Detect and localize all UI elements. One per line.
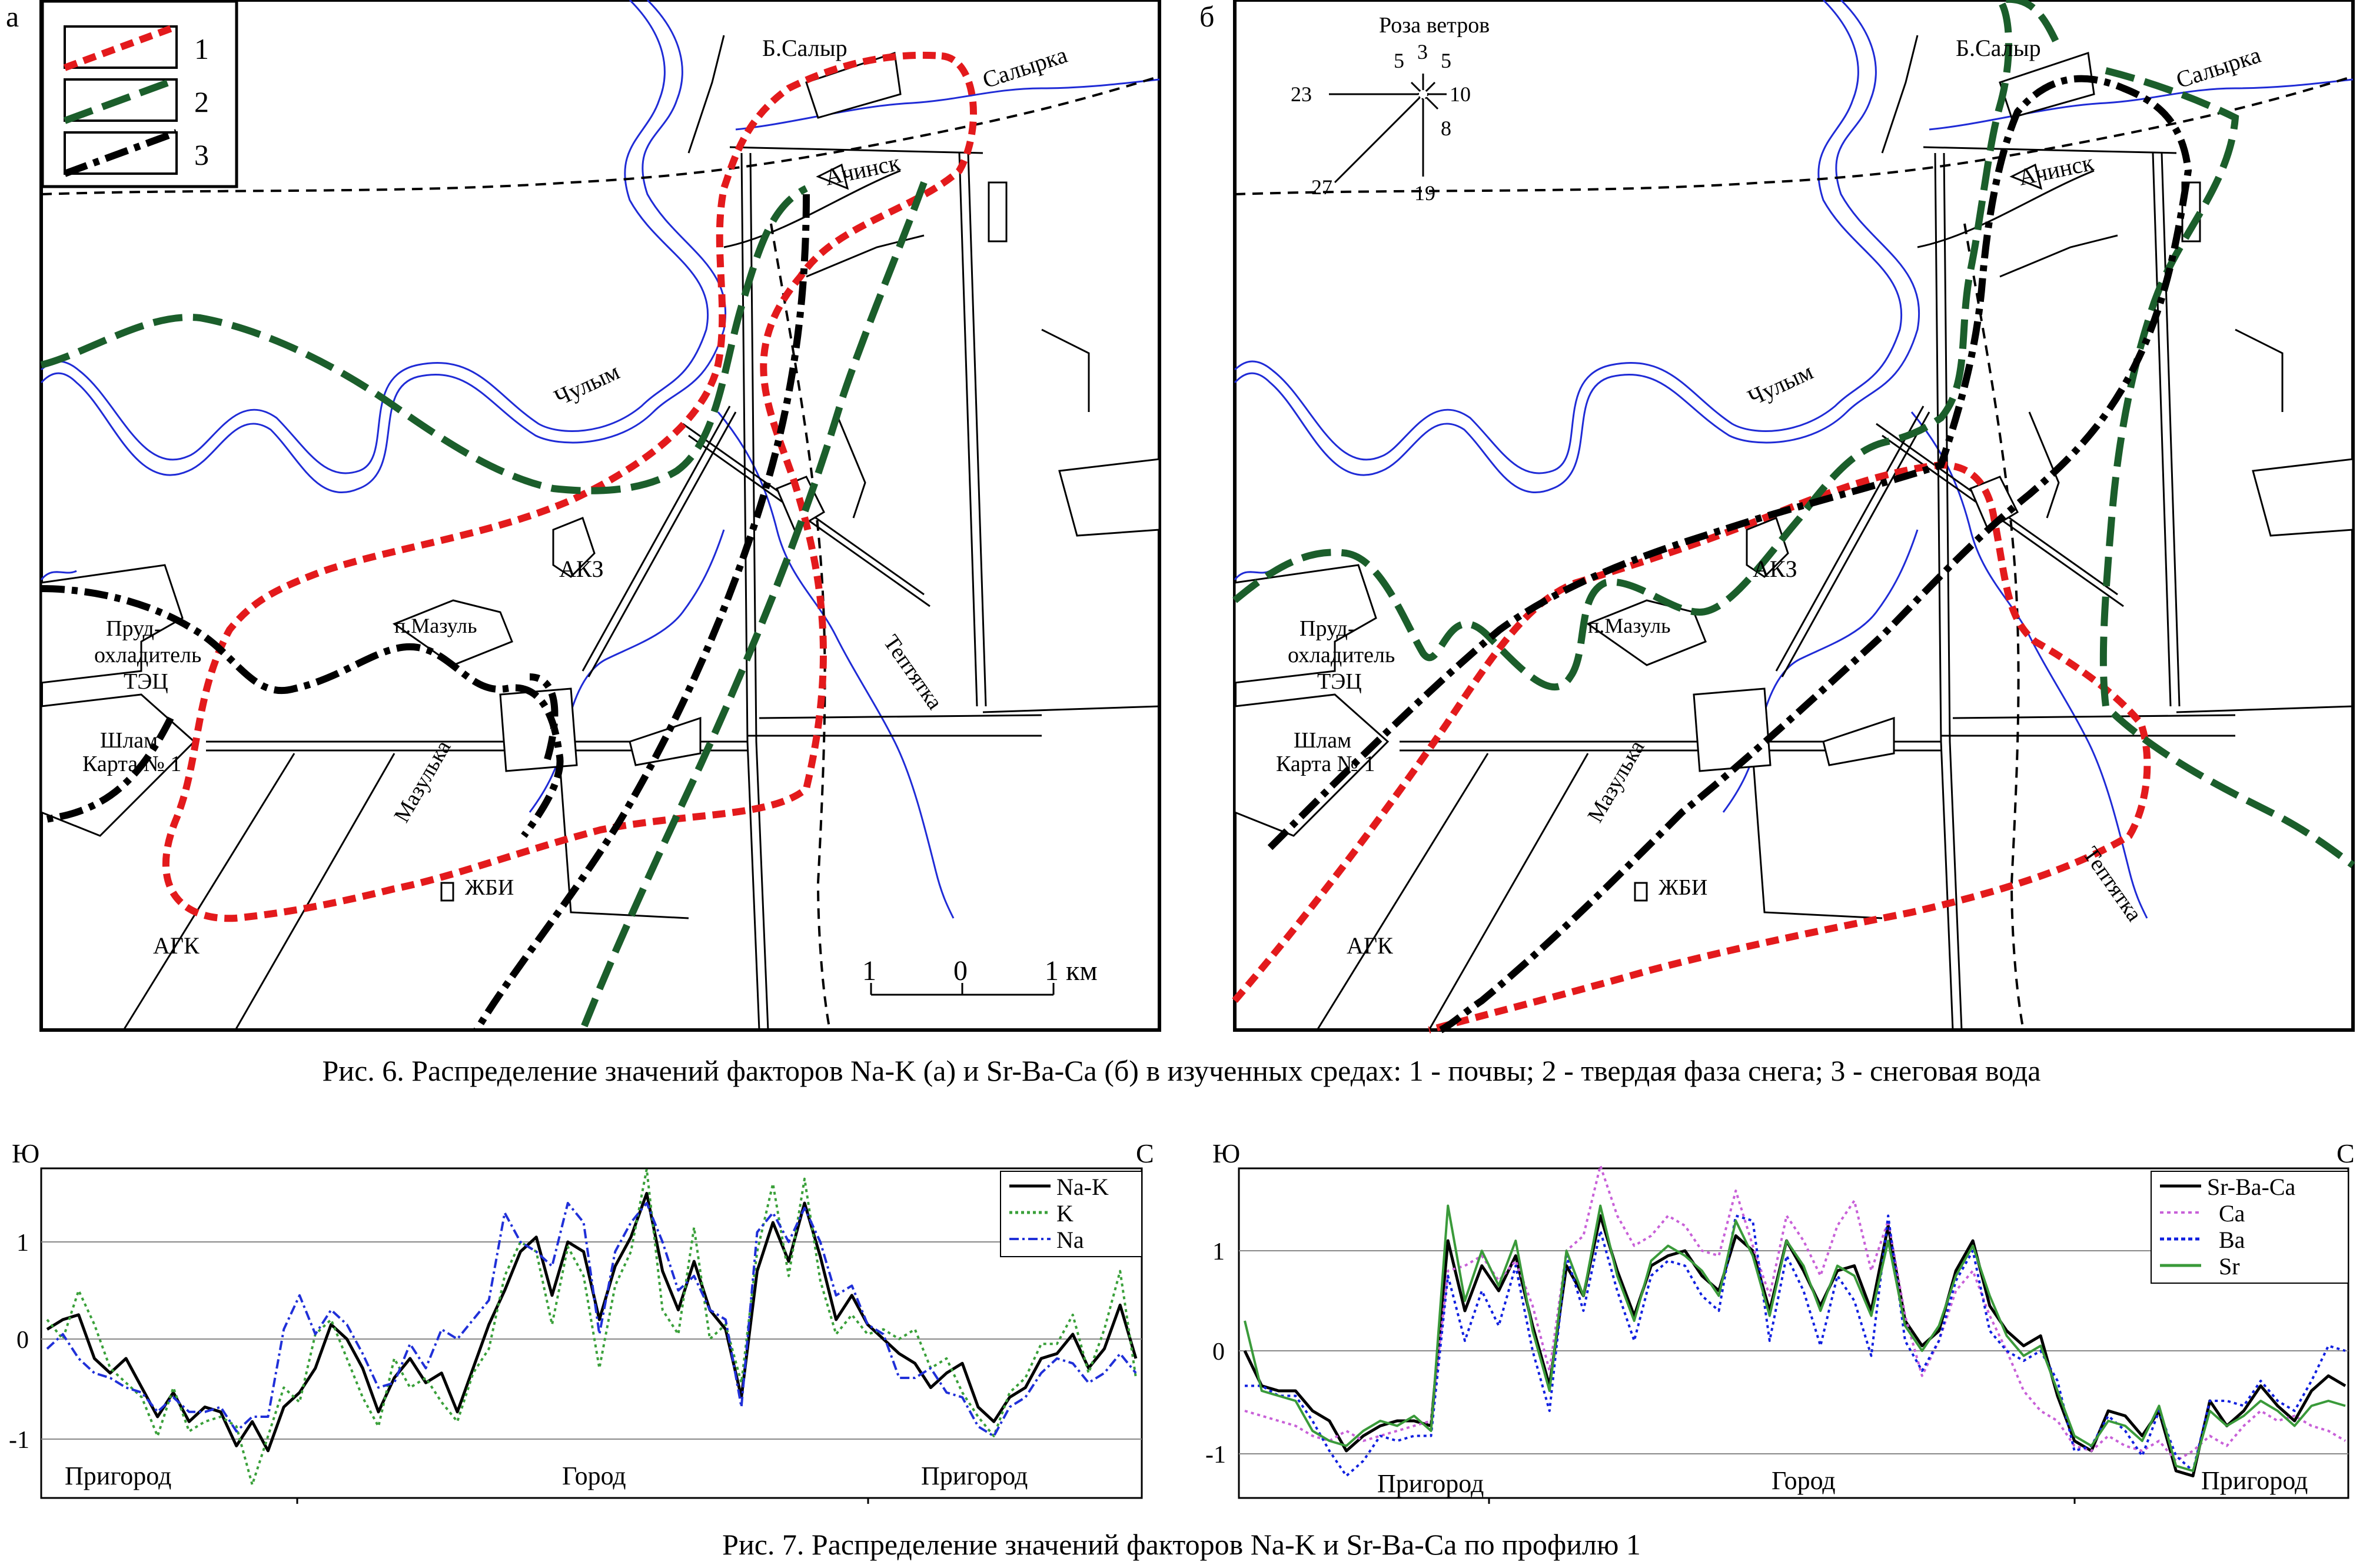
label-karta: Карта № 1 xyxy=(1276,752,1375,776)
label-akz: АКЗ xyxy=(1753,556,1797,582)
scale-label-mid: 0 xyxy=(953,955,968,986)
label-karta: Карта № 1 xyxy=(82,752,181,776)
label-shlam: Шлам xyxy=(1294,728,1351,753)
label-b-salyr: Б.Салыр xyxy=(1956,35,2041,61)
map-b: Роза ветров 3 5 5 23 10 8 19 27 xyxy=(1199,0,2355,1034)
chart-2-zone-3: Пригород xyxy=(2201,1466,2308,1495)
chart-1-legend-k: K xyxy=(1056,1200,1074,1227)
label-shlam: Шлам xyxy=(100,728,158,753)
chart-sr-ba-ca: Ю С 1 0 -1 Пригород Город Пригород Sr-Ba… xyxy=(1205,1138,2355,1504)
wind-sw: 27 xyxy=(1311,175,1332,199)
label-p-mazul: п.Мазуль xyxy=(1588,614,1671,637)
map-b-contour-snow-water xyxy=(1267,75,2192,1034)
label-chulym: Чулым xyxy=(1744,358,1817,411)
legend-label-soil: 1 xyxy=(194,32,209,65)
map-a-panel-label: а xyxy=(6,0,19,33)
label-teptyatka: Тептятка xyxy=(879,630,948,714)
chart-1-legend: Na-K K Na xyxy=(1000,1171,1142,1257)
label-teptyatka: Тептятка xyxy=(2078,842,2147,926)
label-salyrka: Салырка xyxy=(979,41,1071,94)
label-prud: Пруд- xyxy=(1300,616,1355,641)
wind-rose: Роза ветров 3 5 5 23 10 8 19 27 xyxy=(1291,13,1490,205)
chart-1-zone-3: Пригород xyxy=(921,1461,1028,1490)
map-a-contour-snow-solid xyxy=(40,181,928,1032)
chart-2-series-sr-ba-ca xyxy=(1243,1214,2347,1477)
chart-1-north-label: С xyxy=(1136,1138,1154,1168)
map-a-contour-soil xyxy=(162,51,977,922)
map-b-contour-snow-solid xyxy=(1232,0,2355,868)
chart-1-tick-m1: -1 xyxy=(9,1427,29,1454)
label-okhladitel: охладитель xyxy=(94,643,201,667)
chart-1-series-k xyxy=(46,1168,1137,1486)
label-tets: ТЭЦ xyxy=(124,669,168,694)
label-chulym: Чулым xyxy=(550,358,624,411)
chart-1-zone-1: Пригород xyxy=(65,1461,171,1490)
chart-1-legend-na-k: Na-K xyxy=(1056,1174,1109,1200)
chart-2-series-sr xyxy=(1244,1204,2346,1472)
label-zhbi: ЖБИ xyxy=(1659,875,1707,900)
chart-na-k: Ю С 1 0 -1 Пригород Город Пригород Na-K … xyxy=(9,1138,1154,1504)
map-a-scale-bar: 1 0 1 км xyxy=(862,955,1098,996)
label-achinsk: Ачинск xyxy=(2016,149,2096,191)
label-agk: АГК xyxy=(1347,932,1393,959)
map-a: 1 2 3 а Б.Салыр Салырка Ачинск Чулым АКЗ… xyxy=(6,0,1159,1032)
map-a-contour-snow-water xyxy=(39,194,810,1032)
chart-2-zone-2: Город xyxy=(1772,1466,1836,1495)
chart-1-series-na xyxy=(46,1202,1137,1437)
chart-2-zone-1: Пригород xyxy=(1377,1469,1484,1498)
map-b-contour-soil xyxy=(1232,461,2151,1034)
label-p-mazul: п.Мазуль xyxy=(394,614,477,637)
figure-7-caption: Рис. 7. Распределение значений факторов … xyxy=(722,1528,1641,1561)
wind-se: 8 xyxy=(1441,117,1451,140)
chart-1-zone-2: Город xyxy=(562,1461,626,1490)
chart-2-tick-0: 0 xyxy=(1212,1338,1225,1366)
wind-e: 10 xyxy=(1450,82,1471,106)
figure-6-caption: Рис. 6. Распределение значений факторов … xyxy=(322,1054,2041,1087)
label-salyrka: Салырка xyxy=(2173,41,2264,94)
label-agk: АГК xyxy=(153,932,200,959)
chart-1-lines xyxy=(46,1168,1138,1486)
chart-2-series-ca xyxy=(1244,1164,2347,1462)
scale-label-right: 1 км xyxy=(1045,955,1098,986)
chart-2-legend-sr-ba-ca: Sr-Ba-Ca xyxy=(2207,1174,2296,1200)
chart-1-tick-1: 1 xyxy=(16,1230,29,1257)
scale-label-left: 1 xyxy=(862,955,876,986)
chart-2-legend-sr: Sr xyxy=(2219,1253,2240,1280)
chart-2-north-label: С xyxy=(2337,1138,2355,1168)
wind-rose-title: Роза ветров xyxy=(1379,13,1490,38)
label-zhbi: ЖБИ xyxy=(465,875,514,900)
chart-2-legend-ca: Ca xyxy=(2219,1200,2245,1227)
chart-2-plot-area xyxy=(1238,1167,2349,1499)
label-prud: Пруд- xyxy=(106,616,162,641)
chart-2-tick-1: 1 xyxy=(1212,1238,1225,1265)
chart-1-legend-na: Na xyxy=(1056,1227,1084,1253)
chart-2-tick-m1: -1 xyxy=(1205,1441,1226,1469)
chart-2-lines xyxy=(1243,1164,2347,1477)
label-tets: ТЭЦ xyxy=(1317,669,1362,694)
map-b-panel-label: б xyxy=(1199,0,1214,33)
label-okhladitel: охладитель xyxy=(1288,643,1395,667)
chart-2-legend-ba: Ba xyxy=(2219,1227,2245,1253)
wind-nw: 5 xyxy=(1394,49,1404,72)
chart-1-south-label: Ю xyxy=(12,1138,39,1168)
wind-n: 3 xyxy=(1417,40,1428,64)
legend-label-snow-water: 3 xyxy=(194,138,209,171)
label-b-salyr: Б.Салыр xyxy=(762,35,848,61)
chart-2-legend: Sr-Ba-Ca Ca Ba Sr xyxy=(2151,1171,2349,1284)
chart-1-series-na-k xyxy=(46,1192,1138,1453)
label-akz: АКЗ xyxy=(559,556,604,582)
wind-w: 23 xyxy=(1291,82,1312,106)
map-a-legend: 1 2 3 xyxy=(41,0,238,188)
legend-label-snow-solid: 2 xyxy=(194,85,209,118)
label-achinsk: Ачинск xyxy=(823,149,903,191)
chart-1-tick-0: 0 xyxy=(16,1327,29,1354)
wind-ne: 5 xyxy=(1441,49,1451,72)
legend-swatch-soil xyxy=(64,25,178,69)
chart-1-plot-area xyxy=(40,1167,1143,1499)
wind-s: 19 xyxy=(1414,181,1435,205)
chart-2-south-label: Ю xyxy=(1212,1138,1240,1168)
